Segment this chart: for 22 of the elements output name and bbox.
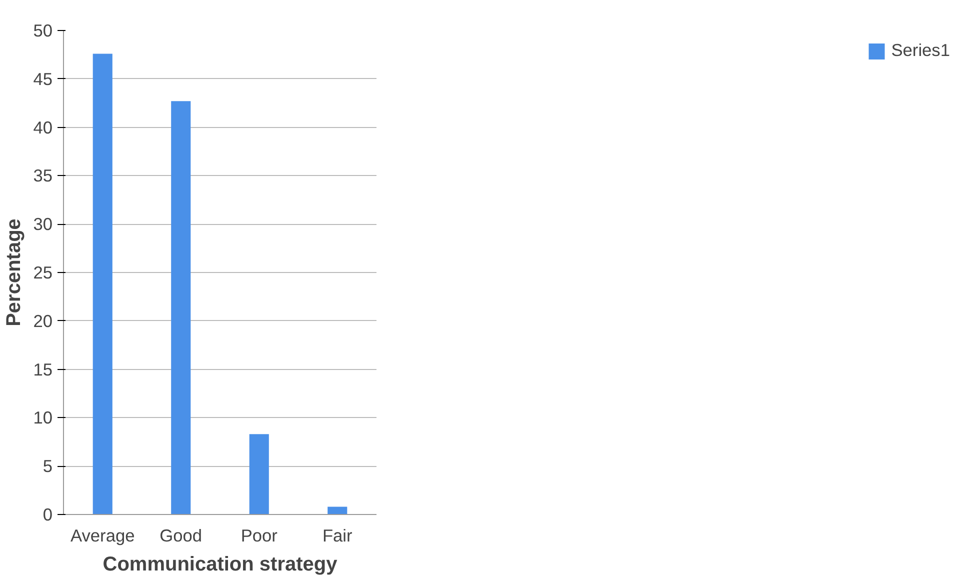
x-tick-label: Fair: [322, 526, 353, 546]
bar: [328, 506, 348, 514]
y-tick-label: 25: [33, 262, 53, 282]
y-tick-label: 20: [33, 310, 53, 331]
bar: [92, 54, 112, 514]
y-tick-label: 30: [33, 214, 53, 234]
bar: [171, 101, 191, 514]
x-tick-label: Poor: [240, 526, 278, 546]
bar: [249, 434, 269, 514]
legend-label: Series1: [891, 40, 950, 61]
y-tick-label: 50: [33, 20, 53, 40]
y-tick-label: 15: [33, 359, 53, 380]
y-axis-title: Percentage: [3, 218, 26, 326]
y-tick-label: 35: [33, 166, 53, 186]
y-tick-label: 5: [42, 456, 53, 476]
y-tick-label: 45: [33, 68, 53, 89]
y-tick-label: 10: [33, 408, 53, 428]
y-tick-label: 40: [33, 117, 53, 138]
x-tick-label: Good: [160, 526, 202, 546]
x-axis-title: Communication strategy: [102, 554, 338, 576]
x-tick-label: Average: [70, 526, 135, 546]
y-tick-label: 0: [42, 504, 53, 524]
